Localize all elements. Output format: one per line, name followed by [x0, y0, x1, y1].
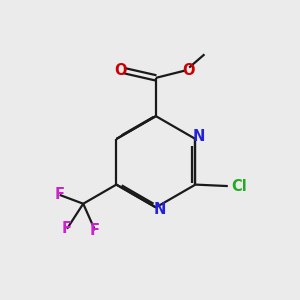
- Text: F: F: [62, 221, 72, 236]
- Text: F: F: [55, 188, 65, 202]
- Text: O: O: [114, 63, 127, 78]
- Text: N: N: [154, 202, 166, 217]
- Text: F: F: [90, 223, 100, 238]
- Text: N: N: [193, 129, 206, 144]
- Text: O: O: [182, 63, 194, 78]
- Text: Cl: Cl: [231, 178, 247, 194]
